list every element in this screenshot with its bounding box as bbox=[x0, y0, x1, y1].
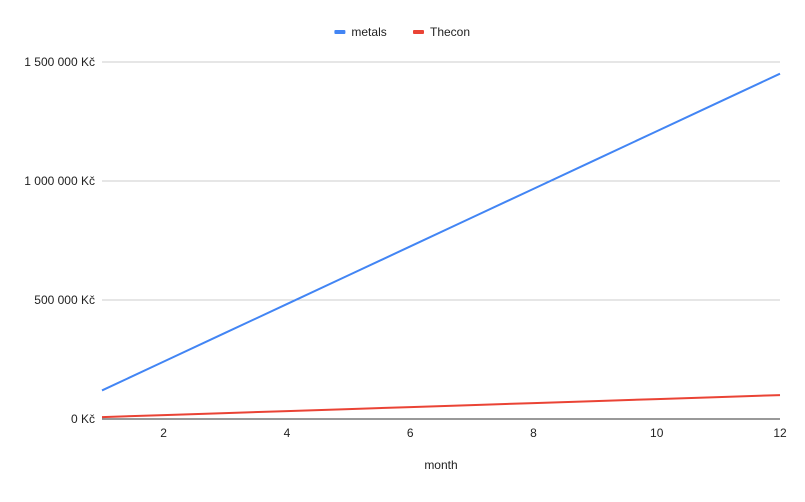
series-lines bbox=[101, 72, 781, 419]
y-tick-label: 1 000 000 Kč bbox=[24, 174, 95, 188]
legend-swatch-metals bbox=[334, 30, 346, 34]
series-line-thecon bbox=[101, 394, 781, 419]
x-tick-label: 12 bbox=[773, 426, 787, 440]
legend-label-thecon: Thecon bbox=[430, 25, 470, 39]
series-line-metals bbox=[101, 72, 781, 392]
x-axis-title: month bbox=[424, 458, 457, 472]
x-tick-label: 4 bbox=[284, 426, 291, 440]
x-tick-label: 10 bbox=[650, 426, 664, 440]
x-tick-label: 6 bbox=[407, 426, 414, 440]
legend-label-metals: metals bbox=[351, 25, 386, 39]
x-tick-label: 8 bbox=[530, 426, 537, 440]
legend: metals Thecon bbox=[334, 25, 470, 39]
y-tick-label: 0 Kč bbox=[71, 412, 95, 426]
y-tick-label: 500 000 Kč bbox=[34, 293, 95, 307]
legend-swatch-thecon bbox=[413, 30, 424, 34]
x-tick-label: 2 bbox=[160, 426, 167, 440]
gridlines bbox=[102, 61, 780, 301]
axes: 0 Kč 500 000 Kč 1 000 000 Kč 1 500 000 Kč 2 4… bbox=[24, 55, 787, 440]
y-tick-label: 1 500 000 Kč bbox=[24, 55, 95, 69]
